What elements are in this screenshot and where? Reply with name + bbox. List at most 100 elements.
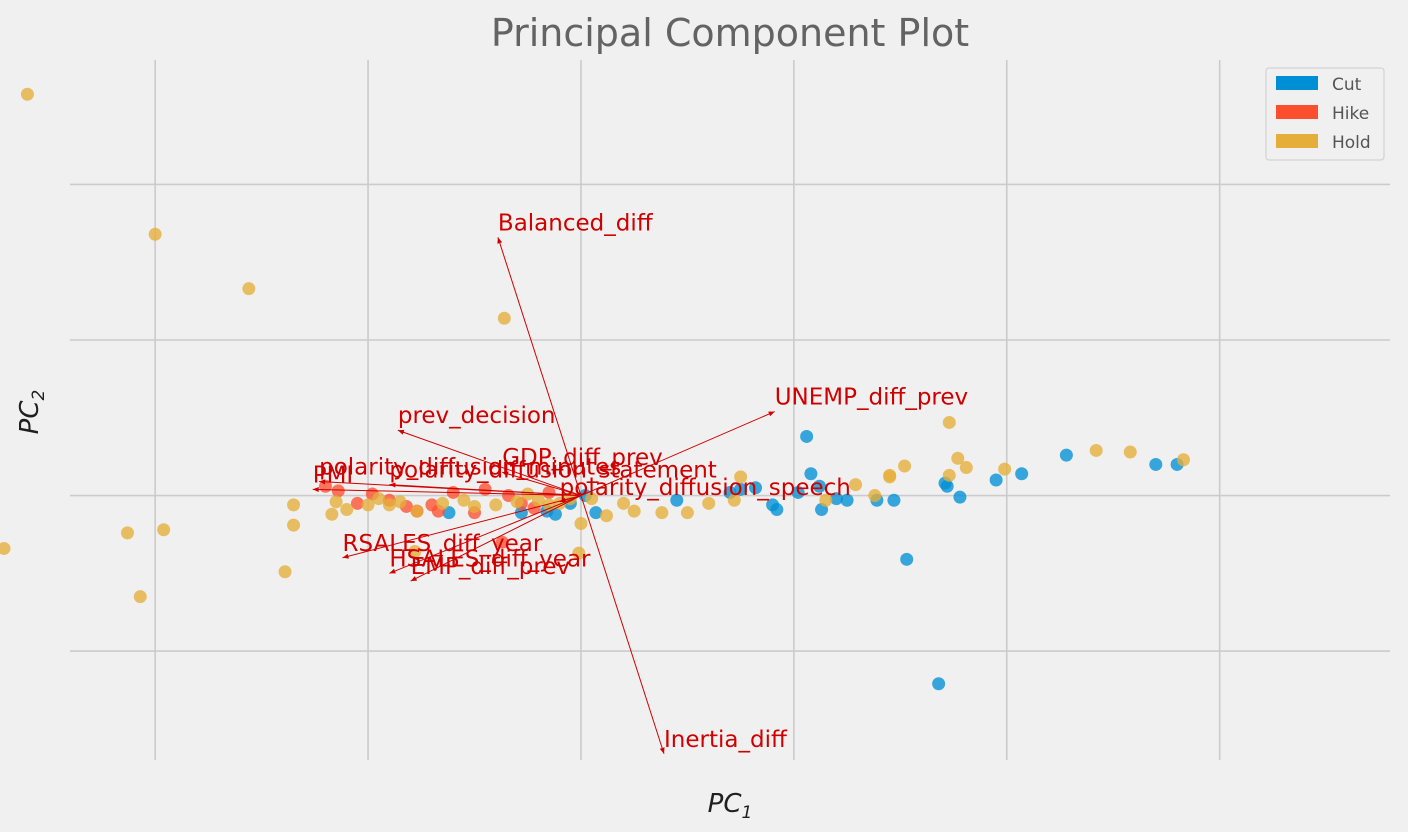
point-hold (340, 503, 354, 517)
vector-line-inertia-diff (580, 495, 665, 754)
point-hold (572, 546, 586, 560)
vector-arrowhead-inertia-diff (659, 747, 665, 754)
x-axis-label-base: PC (708, 789, 743, 819)
vector-label-inertia-diff: Inertia_diff (664, 727, 788, 753)
vector-line-gdp-diff-prev (502, 471, 582, 497)
vector-label-unemp-diff-prev: UNEMP_diff_prev (775, 385, 968, 411)
legend-swatch-hold (1276, 134, 1318, 148)
point-hold (468, 499, 482, 513)
x-axis-label: PC1 (708, 789, 753, 823)
point-hold (408, 545, 422, 559)
point-hold (883, 470, 897, 484)
y-axis-label-subscript: 2 (29, 390, 49, 401)
point-cut (1149, 457, 1163, 471)
point-hold (727, 493, 741, 507)
point-hold (898, 459, 912, 473)
vector-label-balanced-diff: Balanced_diff (498, 210, 654, 236)
point-hold (680, 506, 694, 520)
point-cut (589, 506, 603, 520)
point-hike (350, 496, 364, 510)
point-cut (791, 485, 805, 499)
point-cut (887, 493, 901, 507)
vector-label-hsales-diff-year: HSALES_diff_year (389, 546, 591, 572)
point-cut (989, 473, 1003, 487)
point-cut (770, 503, 784, 517)
point-hold (627, 504, 641, 518)
gridlines (70, 60, 1390, 760)
point-hold (998, 462, 1012, 476)
point-cut (1015, 467, 1029, 481)
point-cut (812, 479, 826, 493)
vector-arrowhead-polarity-diffusion-statement (389, 482, 396, 488)
point-hold (457, 493, 471, 507)
vector-label-polarity-diffusion-minutes: polarity_diffusion_minutes (319, 455, 621, 481)
vector-line-hsales-diff-year (389, 495, 582, 574)
point-hold (287, 498, 301, 512)
vector-label-emp-diff-prev: EMP_diff_prev (411, 554, 570, 580)
vector-line-prev-decision (397, 429, 582, 497)
point-cut (800, 429, 814, 443)
point-hold (585, 492, 599, 506)
point-cut (514, 506, 528, 520)
point-hold (702, 496, 716, 510)
point-cut (932, 677, 946, 691)
vector-arrowhead-unemp-diff-prev (768, 411, 775, 417)
point-hold (382, 498, 396, 512)
point-cut (840, 493, 854, 507)
point-hold (372, 492, 386, 506)
point-hold (1123, 445, 1137, 459)
loading-vectors: Balanced_diff Inertia_diff UNEMP_diff_prev… (312, 210, 968, 754)
vector-line-rsales-diff-year (342, 495, 582, 559)
point-hold (436, 496, 450, 510)
legend-swatch-hike (1276, 105, 1318, 119)
point-hold (157, 523, 171, 537)
vector-line-emp-diff-prev (410, 495, 582, 582)
point-cut (900, 552, 914, 566)
point-cut (670, 493, 684, 507)
point-hold (329, 495, 343, 509)
point-hike (425, 498, 439, 512)
point-hold (574, 517, 588, 531)
point-cut (829, 492, 843, 506)
vector-label-polarity-diffusion-statement: polarity_diffusion_statement (389, 458, 716, 484)
point-hold (133, 590, 147, 604)
vector-line-unemp-diff-prev (580, 411, 775, 497)
point-hold (148, 227, 162, 241)
vector-label-rsales-diff-year: RSALES_diff_year (343, 531, 543, 557)
x-axis-label-subscript: 1 (742, 803, 753, 823)
scatter-points (0, 87, 1190, 691)
point-cut (940, 479, 954, 493)
point-hold (655, 506, 669, 520)
y-axis-label-base: PC (15, 400, 45, 435)
point-hold (0, 541, 11, 555)
vector-line-balanced-diff (497, 237, 582, 496)
point-hike (478, 482, 492, 496)
point-cut (1059, 448, 1073, 462)
vector-arrowhead-emp-diff-prev (410, 576, 418, 582)
point-hold (959, 461, 973, 475)
point-hold (868, 489, 882, 503)
point-hold (410, 504, 424, 518)
point-hike (542, 485, 556, 499)
legend-label-hike: Hike (1332, 104, 1369, 124)
vector-arrowhead-polarity-diffusion-minutes (319, 479, 326, 485)
point-hold (942, 468, 956, 482)
point-hold (617, 496, 631, 510)
vector-label-pmi: PMI (313, 462, 354, 488)
vector-label-polarity-diffusion-speech: polarity_diffusion_speech (560, 475, 851, 501)
vector-arrowhead-prev-decision (397, 429, 405, 435)
point-hold (531, 493, 545, 507)
point-hold (242, 282, 256, 296)
vector-arrowhead-hsales-diff-year (389, 568, 396, 574)
point-hike (495, 535, 509, 549)
point-hold (510, 495, 524, 509)
legend-swatch-cut (1276, 76, 1318, 90)
point-cut (953, 490, 967, 504)
point-hold (819, 493, 833, 507)
point-hold (489, 498, 503, 512)
point-hold (1089, 443, 1103, 457)
vector-label-gdp-diff-prev: GDP_diff_prev (502, 445, 663, 471)
point-hold (325, 507, 339, 521)
vector-arrowhead-rsales-diff-year (342, 553, 349, 559)
